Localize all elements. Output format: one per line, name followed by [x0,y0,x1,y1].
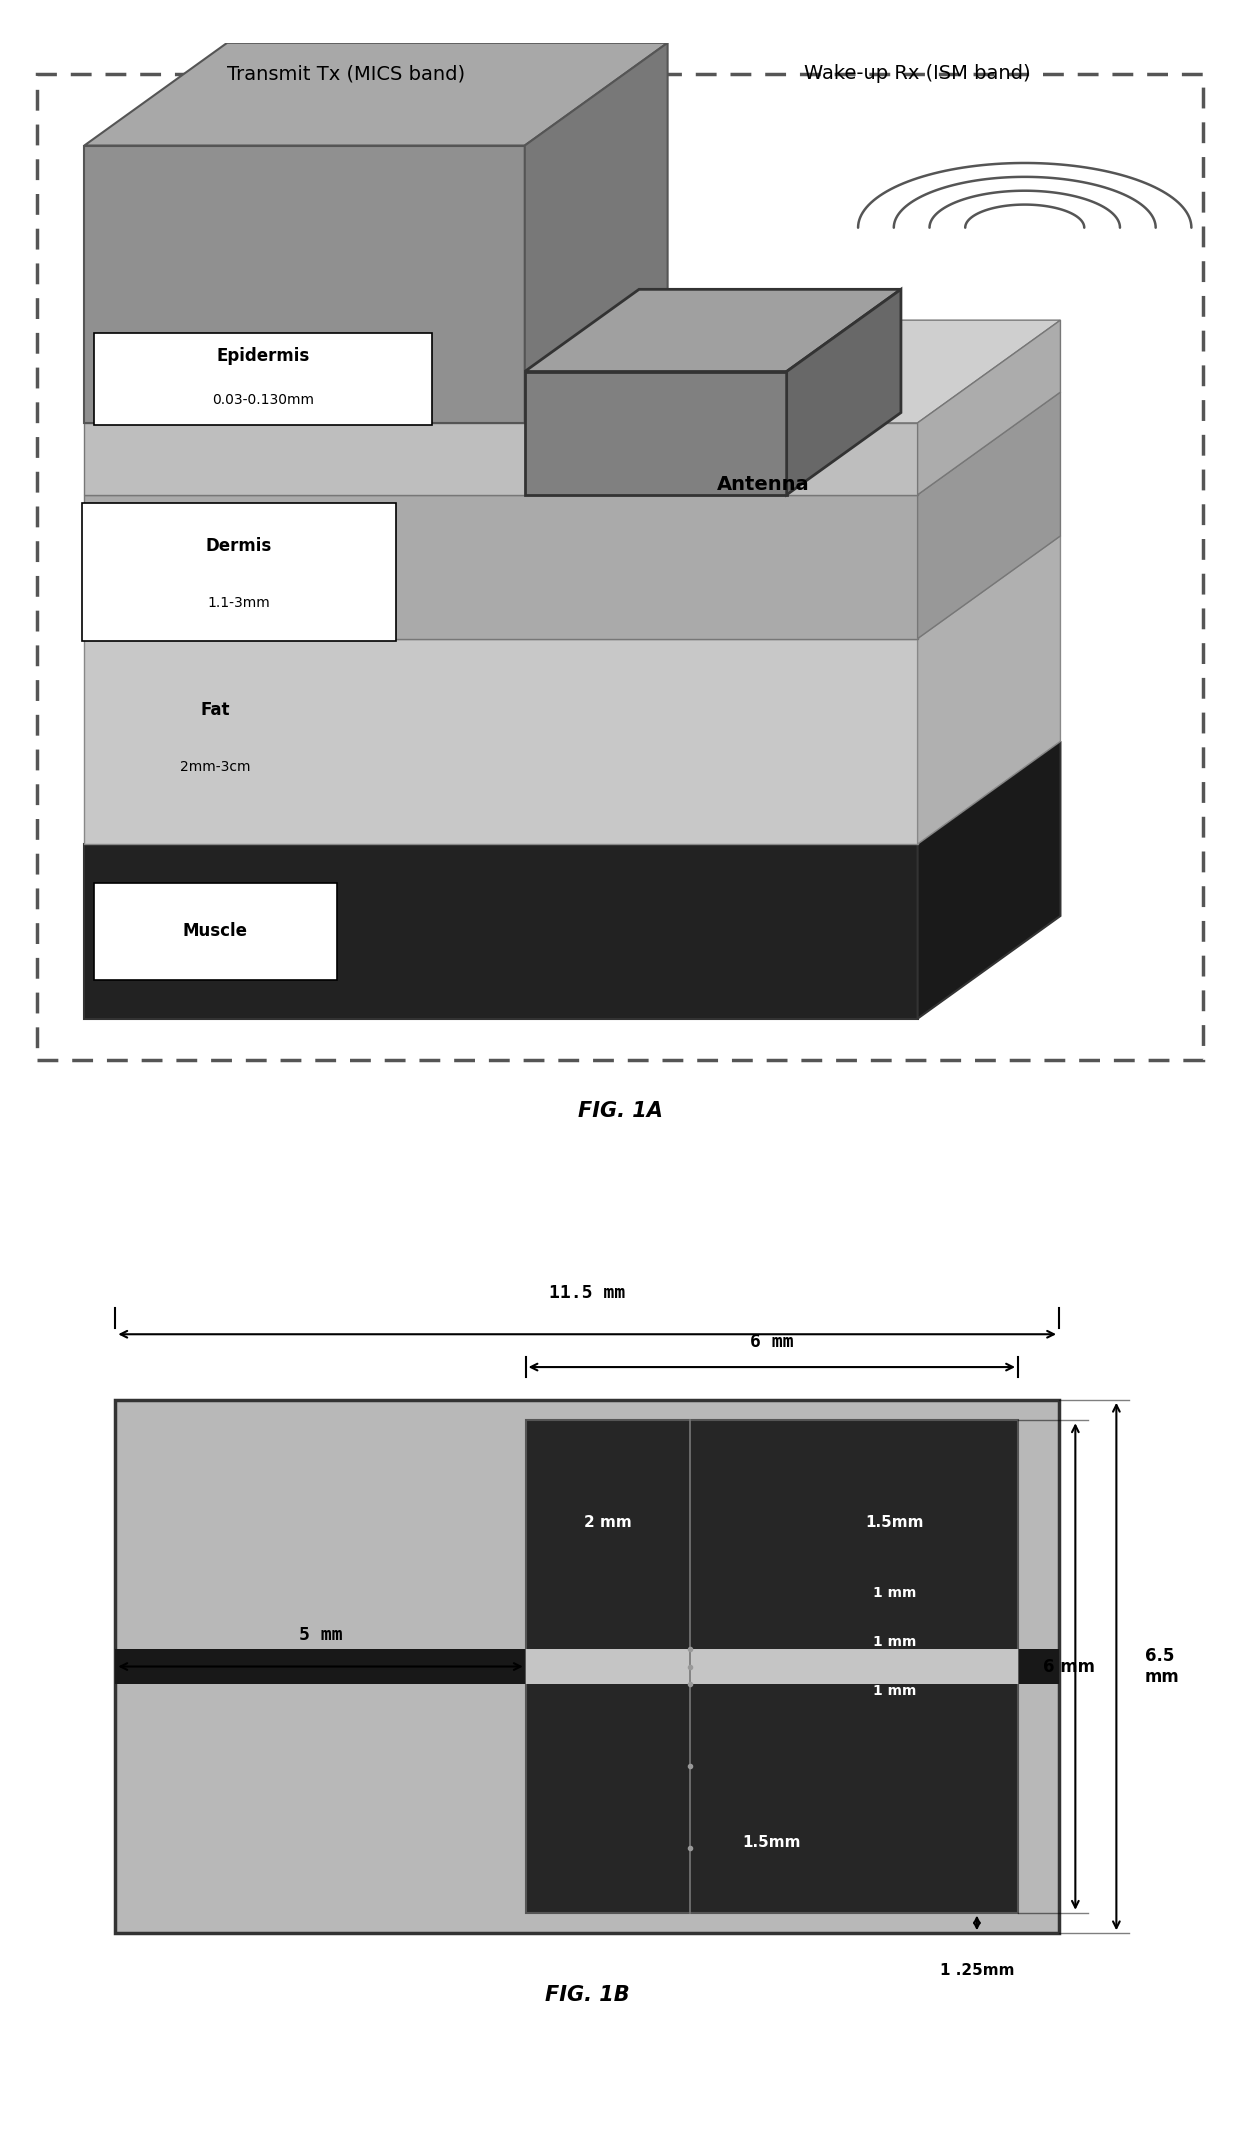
Text: Muscle: Muscle [182,922,248,939]
Polygon shape [84,494,918,638]
Text: 6 mm: 6 mm [1043,1658,1095,1676]
Polygon shape [84,392,1060,494]
Polygon shape [84,638,918,843]
Text: 6.5
mm: 6.5 mm [1145,1648,1179,1686]
Text: FIG. 1B: FIG. 1B [544,1984,630,2005]
Text: 2mm-3cm: 2mm-3cm [180,760,250,775]
Text: Transmit Tx (MICS band): Transmit Tx (MICS band) [227,64,465,83]
Text: 1 mm: 1 mm [873,1635,916,1650]
Text: 11.5 mm: 11.5 mm [549,1284,625,1303]
Text: 1.5mm: 1.5mm [866,1515,924,1530]
Polygon shape [525,289,901,372]
Polygon shape [918,392,1060,638]
Bar [115,1400,1059,1932]
Text: Antenna: Antenna [717,475,810,494]
Text: FIG. 1A: FIG. 1A [578,1102,662,1121]
Polygon shape [84,424,918,494]
Bar [526,1421,1018,1913]
FancyBboxPatch shape [94,884,337,980]
Text: 6 mm: 6 mm [750,1333,794,1352]
Polygon shape [84,146,525,424]
Polygon shape [84,740,1060,843]
Text: Dermis: Dermis [206,537,273,554]
Polygon shape [918,535,1060,843]
Polygon shape [786,289,901,494]
Polygon shape [918,740,1060,1019]
Text: 0.03-0.130mm: 0.03-0.130mm [212,394,314,407]
Polygon shape [918,321,1060,494]
Polygon shape [84,321,1060,424]
Polygon shape [84,43,667,146]
FancyBboxPatch shape [37,73,1203,1059]
Polygon shape [84,535,1060,638]
Text: 2 mm: 2 mm [584,1515,631,1530]
Text: 1 .25mm: 1 .25mm [940,1962,1014,1977]
Text: 1.1-3mm: 1.1-3mm [207,595,270,610]
Text: Wake-up Rx (ISM band): Wake-up Rx (ISM band) [805,64,1030,83]
Text: 1 mm: 1 mm [873,1586,916,1601]
Polygon shape [84,843,918,1019]
Polygon shape [525,372,786,494]
Text: Epidermis: Epidermis [216,347,310,366]
FancyBboxPatch shape [82,503,397,640]
Bar [526,1650,1018,1684]
Polygon shape [525,43,667,424]
FancyBboxPatch shape [94,334,432,426]
Text: Fat: Fat [201,702,229,719]
Text: 5 mm: 5 mm [299,1626,342,1644]
Bar [115,1650,1059,1684]
Text: 1 mm: 1 mm [873,1684,916,1699]
Text: 1.5mm: 1.5mm [743,1836,801,1851]
